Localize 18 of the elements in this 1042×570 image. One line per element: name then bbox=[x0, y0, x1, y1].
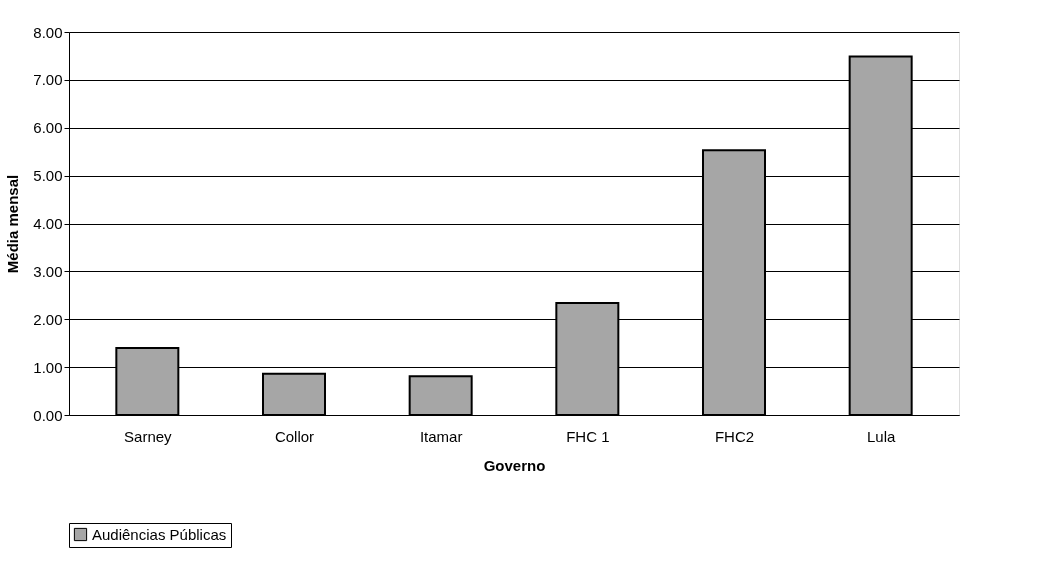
y-tick-label: 6.00 bbox=[33, 119, 63, 137]
y-tick-label: 4.00 bbox=[33, 215, 63, 232]
x-tick-label: Lula bbox=[866, 427, 896, 445]
y-tick-label: 7.00 bbox=[33, 71, 63, 89]
y-tick-label: 5.00 bbox=[33, 167, 63, 185]
x-axis-title: Governo bbox=[483, 456, 546, 474]
y-tick-label: 1.00 bbox=[33, 358, 63, 376]
x-tick-label: FHC2 bbox=[714, 427, 755, 445]
x-tick-label: FHC 1 bbox=[566, 427, 610, 445]
x-tick-label: Itamar bbox=[419, 427, 463, 445]
x-tick-label: Collor bbox=[274, 427, 315, 445]
y-axis-title: Média mensal bbox=[4, 174, 22, 274]
legend-label: Audiências Públicas bbox=[92, 525, 227, 543]
y-tick-label: 3.00 bbox=[33, 262, 63, 280]
x-tick-label: Sarney bbox=[124, 427, 173, 445]
y-tick-label: 8.00 bbox=[33, 23, 63, 41]
y-tick-label: 2.00 bbox=[33, 310, 63, 328]
y-tick-label: 0.00 bbox=[33, 406, 63, 424]
